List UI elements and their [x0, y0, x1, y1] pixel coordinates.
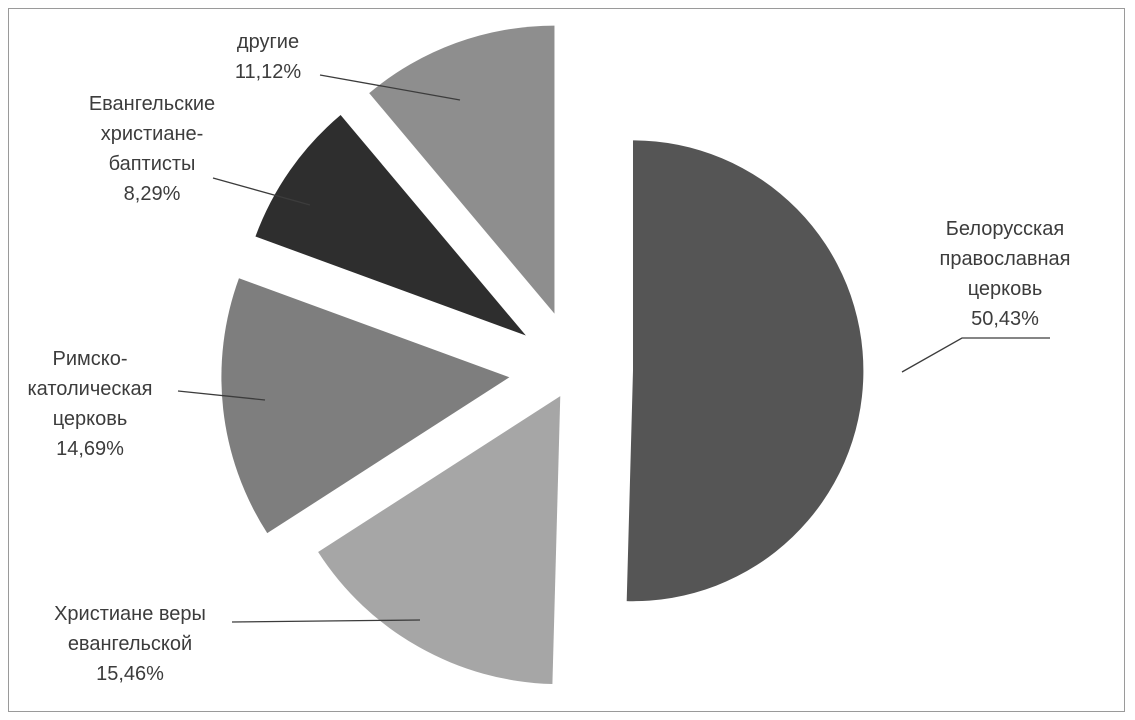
pie-slice	[318, 396, 561, 685]
slice-label: Белорусская православная церковь 50,43%	[901, 218, 1071, 373]
leader-line	[177, 390, 266, 401]
leader-line	[231, 619, 421, 623]
slice-value-label: 8,29%	[124, 183, 181, 205]
slice-name-label: Белорусская	[946, 218, 1064, 240]
pie-slice	[221, 278, 510, 534]
slice-label: Христиане веры евангельской 15,46%	[54, 603, 421, 685]
slice-label: другие 11,12%	[235, 31, 461, 101]
pie-slice	[369, 25, 555, 314]
slice-name-label: католическая	[27, 378, 152, 400]
slice-value-label: 11,12%	[235, 61, 302, 83]
slice-name-label: евангельской	[68, 633, 192, 655]
slice-name-label: баптисты	[109, 153, 196, 175]
slice-name-label: православная	[939, 248, 1070, 270]
leader-line	[901, 337, 1050, 373]
slice-value-label: 15,46%	[96, 663, 164, 685]
slice-name-label: Римско-	[52, 348, 127, 370]
leader-line	[319, 74, 461, 101]
slice-name-label: церковь	[968, 278, 1043, 300]
leader-line	[212, 177, 311, 206]
slice-value-label: 50,43%	[971, 308, 1039, 330]
slice-label: Евангельские христиане-баптисты 8,29%	[89, 93, 311, 206]
slice-value-label: 14,69%	[56, 438, 124, 460]
slice-name-label: Христиане веры	[54, 603, 206, 625]
pie-slice	[255, 115, 526, 336]
slice-name-label: христиане-	[101, 123, 204, 145]
slice-label: Римско-католическая церковь 14,69%	[27, 348, 266, 460]
slice-name-label: Евангельские	[89, 93, 215, 115]
chart-frame	[8, 8, 1125, 712]
slice-name-label: другие	[237, 31, 299, 53]
pie-slice	[626, 140, 864, 602]
slice-name-label: церковь	[53, 408, 128, 430]
